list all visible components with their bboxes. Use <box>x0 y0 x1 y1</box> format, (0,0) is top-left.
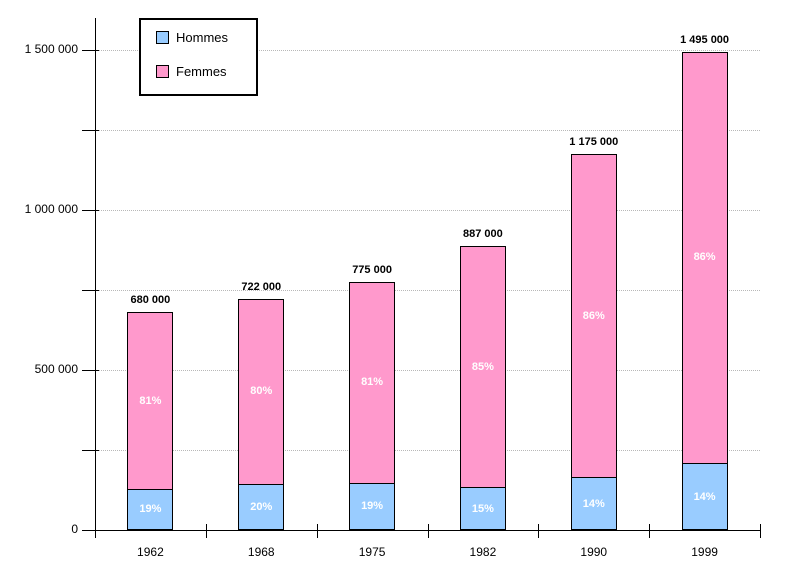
femmes-percent-label: 86% <box>582 309 605 322</box>
hommes-percent-label: 19% <box>139 503 162 516</box>
hommes-segment <box>681 463 728 530</box>
bar-total-label: 722 000 <box>241 280 282 293</box>
x-axis-tick <box>649 524 651 538</box>
femmes-segment <box>570 154 617 479</box>
x-axis-tick <box>95 524 96 538</box>
x-axis-label: 1968 <box>247 545 275 559</box>
hommes-segment <box>127 488 174 530</box>
bar-1975: 81% 19% <box>349 282 396 530</box>
x-axis-tick <box>316 524 318 538</box>
bar-1962: 81% 19% <box>127 312 174 530</box>
hommes-percent-label: 15% <box>471 502 494 515</box>
x-axis-label: 1982 <box>469 545 497 559</box>
femmes-percent-label: 86% <box>693 251 716 264</box>
bar-1982: 85% 15% <box>459 246 506 530</box>
y-axis-tick <box>82 130 99 131</box>
hommes-percent-label: 14% <box>693 490 716 503</box>
legend-label-hommes: Hommes <box>176 30 229 45</box>
hommes-segment <box>459 487 506 530</box>
bar-total-label: 887 000 <box>463 228 503 241</box>
x-axis-label: 1975 <box>358 545 386 559</box>
gridline <box>95 50 760 51</box>
femmes-segment <box>238 298 285 485</box>
bar-1990: 86% 14% <box>570 154 617 530</box>
hommes-segment <box>349 482 396 530</box>
y-axis-label: 1 000 000 <box>24 202 78 216</box>
femmes-percent-label: 81% <box>139 394 162 407</box>
gridline <box>95 210 760 211</box>
gridline <box>95 450 760 451</box>
femmes-percent-label: 80% <box>250 385 273 398</box>
gridline <box>95 370 760 371</box>
x-axis-tick <box>427 524 429 538</box>
bar-1999: 86% 14% <box>681 51 728 530</box>
legend-label-femmes: Femmes <box>176 64 227 79</box>
x-axis-label: 1962 <box>137 545 164 559</box>
femmes-segment <box>459 246 506 489</box>
y-axis-label: 0 <box>71 522 78 536</box>
y-axis-tick <box>82 530 99 531</box>
femmes-segment <box>127 312 174 490</box>
x-axis-tick <box>760 524 761 538</box>
legend-item-hommes: Hommes <box>156 31 256 44</box>
hommes-percent-label: 20% <box>250 500 273 513</box>
bar-1968: 80% 20% <box>238 298 285 530</box>
y-axis-tick <box>82 450 99 451</box>
bar-total-label: 775 000 <box>352 264 392 276</box>
hommes-percent-label: 19% <box>361 500 384 513</box>
y-axis-tick <box>82 370 99 371</box>
y-axis-tick <box>82 210 99 211</box>
hommes-segment <box>238 483 285 530</box>
legend-item-femmes: Femmes <box>156 65 256 78</box>
x-axis-tick <box>205 524 207 538</box>
hommes-swatch-icon <box>156 31 169 44</box>
gridline <box>95 290 760 291</box>
bar-total-label: 1 175 000 <box>569 136 619 148</box>
gridline <box>95 130 760 131</box>
x-axis-label: 1999 <box>691 545 718 559</box>
y-axis-tick <box>82 50 99 51</box>
hommes-percent-label: 14% <box>582 497 605 510</box>
x-axis-tick <box>538 524 540 538</box>
x-axis-label: 1990 <box>580 545 608 559</box>
legend: Hommes Femmes <box>139 18 258 96</box>
femmes-percent-label: 85% <box>471 360 494 373</box>
y-axis-label: 1 500 000 <box>24 42 78 56</box>
femmes-percent-label: 81% <box>361 376 384 389</box>
femmes-swatch-icon <box>156 65 169 78</box>
y-axis-label: 500 000 <box>34 362 78 376</box>
y-axis-line <box>95 18 96 531</box>
y-axis-tick <box>82 290 99 291</box>
hommes-segment <box>570 477 617 530</box>
bar-total-label: 680 000 <box>130 294 171 307</box>
bar-total-label: 1 495 000 <box>680 33 730 46</box>
femmes-segment <box>681 51 728 465</box>
